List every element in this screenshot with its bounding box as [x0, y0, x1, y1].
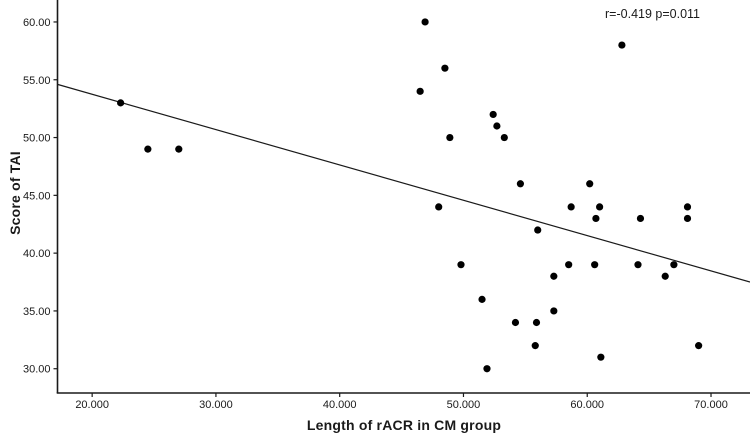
data-point — [446, 133, 454, 142]
x-tick-label: 70.000 — [694, 399, 728, 411]
y-axis-title: Score of TAI — [7, 151, 23, 235]
correlation-annotation: r=-0.419 p=0.011 — [605, 7, 700, 21]
data-point — [493, 122, 501, 130]
y-tick-label: 30.00 — [23, 364, 51, 376]
data-point — [618, 41, 626, 49]
data-point — [421, 18, 429, 26]
data-point — [683, 203, 692, 211]
x-tick-label: 20.000 — [75, 399, 109, 411]
data-point — [511, 318, 520, 327]
y-tick-label: 50.00 — [23, 133, 51, 145]
y-tick-label: 40.00 — [23, 248, 51, 260]
data-point — [441, 64, 449, 72]
data-point — [670, 261, 678, 269]
data-point — [457, 261, 465, 269]
data-point — [478, 295, 486, 303]
data-point — [586, 180, 594, 188]
data-point — [500, 133, 508, 142]
data-point — [567, 203, 575, 211]
data-point — [516, 180, 525, 188]
data-point — [597, 353, 605, 361]
y-tick-label: 45.00 — [23, 190, 51, 202]
x-tick-label: 30.000 — [199, 399, 233, 411]
data-point — [592, 214, 600, 223]
data-point — [144, 145, 152, 153]
data-point — [695, 342, 703, 350]
x-tick-label: 50.000 — [447, 399, 481, 411]
regression-line — [57, 83, 750, 283]
data-point — [117, 99, 125, 107]
data-point — [683, 214, 692, 223]
data-point — [489, 110, 497, 119]
y-tick-label: 55.00 — [23, 75, 51, 87]
x-tick-label: 60.000 — [570, 399, 604, 411]
data-point — [591, 261, 599, 269]
data-point — [531, 342, 539, 350]
data-point — [636, 214, 645, 223]
data-point — [534, 226, 542, 234]
data-point — [175, 145, 183, 153]
data-point — [634, 261, 642, 269]
x-tick-label: 40.000 — [323, 399, 357, 411]
x-axis-title: Length of rACR in CM group — [306, 417, 502, 433]
data-point — [565, 261, 573, 269]
data-point — [435, 203, 443, 211]
data-point — [596, 203, 604, 211]
y-tick-label: 60.00 — [23, 17, 51, 29]
data-point — [661, 272, 669, 280]
data-point — [550, 307, 558, 315]
data-point — [483, 365, 491, 373]
y-tick-label: 35.00 — [23, 306, 51, 318]
data-point — [550, 272, 558, 280]
data-point — [532, 318, 541, 327]
data-point — [416, 87, 424, 95]
